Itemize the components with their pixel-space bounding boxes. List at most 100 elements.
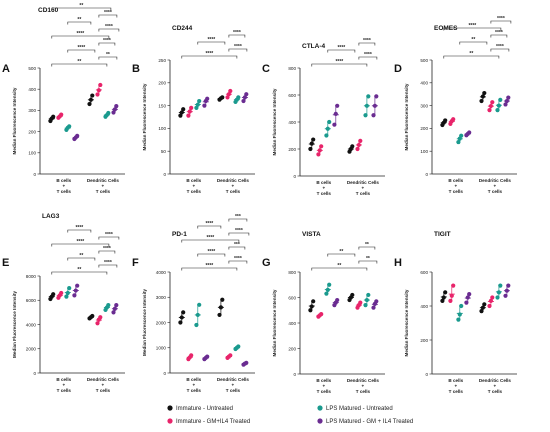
significance-label: **** xyxy=(234,44,242,50)
x-tick-label: Dendritic Cells xyxy=(217,178,250,183)
y-tick-label: 2000 xyxy=(156,320,167,325)
data-point xyxy=(506,283,511,288)
significance-bracket xyxy=(67,229,92,233)
legend-marker xyxy=(167,405,173,411)
data-point xyxy=(443,290,448,295)
y-tick-label: 800 xyxy=(288,66,296,71)
significance-label: **** xyxy=(497,16,505,22)
data-point xyxy=(205,354,210,359)
significance-bracket xyxy=(358,246,376,250)
legend-marker xyxy=(317,418,323,424)
data-point xyxy=(72,293,77,298)
significance-label: **** xyxy=(75,225,83,231)
x-tick-label: B cells xyxy=(186,178,201,183)
data-point xyxy=(366,94,371,99)
data-point xyxy=(449,293,454,298)
data-point xyxy=(236,95,241,100)
panel-b: B CD244 0 50 100 150 200 250 Median Fluorescence… xyxy=(132,25,255,194)
y-tick-label: 150 xyxy=(158,103,166,108)
y-tick-label: 4000 xyxy=(156,270,167,275)
data-point xyxy=(90,93,95,98)
significance-label: **** xyxy=(363,38,371,44)
data-point xyxy=(332,122,337,127)
y-tick-label: 0 xyxy=(425,372,428,377)
data-point xyxy=(95,92,100,97)
data-point xyxy=(496,103,501,108)
significance-label: **** xyxy=(496,44,504,50)
y-tick-label: 400 xyxy=(28,87,36,92)
data-point xyxy=(324,133,329,138)
significance-label: **** xyxy=(233,30,241,36)
data-point xyxy=(65,290,70,296)
data-point xyxy=(459,133,464,138)
y-tick-label: 500 xyxy=(420,58,428,63)
x-tick-label: + xyxy=(192,383,195,388)
panel-h: H TIGIT 0 200 400 600 Median Fluorescence Inte… xyxy=(394,231,517,394)
significance-label: **** xyxy=(104,260,112,266)
data-point xyxy=(371,305,376,310)
data-point xyxy=(51,292,56,297)
significance-bracket xyxy=(228,246,246,250)
y-tick-label: 6000 xyxy=(26,298,37,303)
x-tick-label: T cells xyxy=(187,189,202,194)
x-tick-label: Dendritic Cells xyxy=(87,377,120,382)
data-point xyxy=(75,133,80,138)
significance-label: **** xyxy=(205,221,213,227)
data-point xyxy=(194,105,199,110)
significance-bracket xyxy=(51,271,108,275)
significance-bracket xyxy=(98,264,118,268)
significance-label: ** xyxy=(77,59,81,65)
data-point xyxy=(503,293,508,298)
data-point xyxy=(358,300,363,305)
data-point xyxy=(451,283,456,288)
data-point xyxy=(504,288,509,293)
data-point xyxy=(459,303,464,309)
significance-label: **** xyxy=(206,235,214,241)
data-point xyxy=(456,317,461,322)
x-tick-label: T cells xyxy=(449,389,464,394)
data-point xyxy=(242,95,247,100)
significance-bracket xyxy=(228,232,250,236)
y-tick-label: 600 xyxy=(288,295,296,300)
data-point xyxy=(87,101,92,107)
significance-label: **** xyxy=(76,31,84,37)
data-point xyxy=(319,311,324,317)
y-axis-label: Median Fluorescence Intensity xyxy=(12,291,17,358)
x-tick-label: Dendritic Cells xyxy=(347,378,380,383)
significance-label: **** xyxy=(207,37,215,43)
significance-label: **** xyxy=(337,45,345,51)
significance-bracket xyxy=(51,243,110,247)
x-tick-label: T cells xyxy=(356,389,371,394)
significance-label: ** xyxy=(106,52,110,58)
data-point xyxy=(220,95,225,100)
data-point xyxy=(441,295,446,300)
y-tick-label: 200 xyxy=(288,147,296,152)
data-point xyxy=(363,113,368,118)
data-point xyxy=(311,299,316,304)
x-tick-label: + xyxy=(232,383,235,388)
x-tick-label: T cells xyxy=(317,389,332,394)
y-tick-label: 250 xyxy=(158,58,166,63)
panel-f: F PD-1 0 1000 2000 3000 4000 Median Fluorescenc… xyxy=(132,214,255,393)
x-tick-label: + xyxy=(494,384,497,389)
panel-d: D EOMES 0 100 200 300 400 500 Median Fluorescenc… xyxy=(394,16,517,194)
significance-label: ** xyxy=(365,242,369,248)
data-point xyxy=(194,322,199,328)
data-point xyxy=(495,295,500,300)
significance-label: ** xyxy=(469,51,473,57)
data-point xyxy=(350,144,355,149)
legend-marker xyxy=(317,405,323,411)
data-point xyxy=(90,313,95,319)
panel-letter: H xyxy=(394,257,402,269)
x-tick-label: + xyxy=(362,186,365,191)
x-tick-label: + xyxy=(454,184,457,189)
panel-e: E LAG3 0 2000 4000 6000 8000 Median Fluorescenc… xyxy=(2,213,125,393)
legend-label: LPS Matured - Untreated xyxy=(326,406,393,412)
data-point xyxy=(228,353,233,358)
data-point xyxy=(325,287,330,292)
data-point xyxy=(178,320,183,325)
data-point xyxy=(498,283,503,288)
data-point xyxy=(244,92,249,97)
data-point xyxy=(506,95,511,100)
data-point xyxy=(67,286,72,291)
